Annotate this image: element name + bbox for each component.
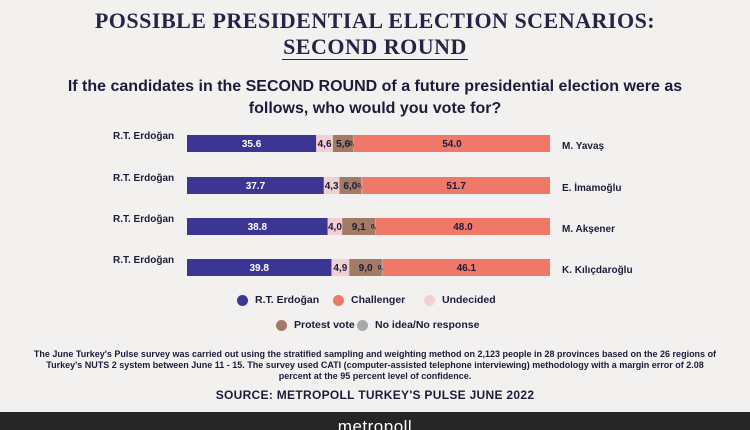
bar-segment-erdogan: [187, 218, 328, 235]
bar-segment-challenger: [353, 135, 550, 152]
bar-segment-no-idea: [361, 177, 363, 194]
data-label-protest: 9,0: [359, 263, 373, 274]
source-line: SOURCE: METROPOLL TURKEY'S PULSE JUNE 20…: [215, 388, 535, 402]
data-label-undecided: 4,0: [328, 222, 342, 233]
left-candidate-label: R.T. Erdoğan: [113, 214, 174, 225]
left-candidate-label: R.T. Erdoğan: [113, 131, 174, 142]
legend-label-erdogan: R.T. Erdoğan: [255, 294, 320, 306]
brand-logo-text: metropoll: [337, 417, 413, 430]
legend-dot-erdogan: [237, 294, 248, 306]
right-candidate-label: K. Kılıçdaroğlu: [562, 265, 633, 276]
data-label-challenger: 51.7: [446, 181, 466, 192]
legend-label-no-idea: No idea/No response: [375, 319, 480, 331]
legend-item-challenger: Challenger: [333, 294, 405, 306]
data-label-protest: 6,0: [343, 181, 357, 192]
data-label-undecided: 4,9: [333, 263, 347, 274]
bar-segment-undecided: [331, 259, 350, 276]
legend-item-undecided: Undecided: [424, 294, 496, 306]
chart-title-line1: POSSIBLE PRESIDENTIAL ELECTION SCENARIOS…: [94, 8, 656, 33]
bar-segment-challenger: [375, 218, 550, 235]
survey-question: If the candidates in the SECOND ROUND of…: [67, 78, 683, 117]
left-candidate-label: R.T. Erdoğan: [113, 255, 174, 266]
data-label-undecided: 4,6: [318, 139, 332, 150]
bar-segment-erdogan: [187, 259, 332, 276]
data-label-protest: 9,1: [352, 222, 366, 233]
bar-segment-no-idea: [381, 259, 383, 276]
data-label-protest: 5,6: [336, 139, 350, 150]
data-label-challenger: 46.1: [457, 263, 477, 274]
legend-dot-challenger: [333, 294, 344, 306]
right-candidate-label: M. Yavaş: [562, 141, 605, 152]
data-label-erdogan: 38.8: [248, 222, 268, 233]
bar-segment-protest: [342, 218, 376, 235]
legend-label-undecided: Undecided: [442, 294, 496, 306]
data-label-challenger: 48.0: [453, 222, 473, 233]
legend-dot-no-idea: [357, 319, 368, 331]
bar-segment-protest: [339, 177, 362, 194]
title-underline: [282, 59, 468, 60]
bar-segment-erdogan: [187, 135, 317, 152]
bar-segment-undecided: [316, 135, 333, 152]
footer-bar: metropoll: [0, 412, 750, 430]
left-candidate-label: R.T. Erdoğan: [113, 173, 174, 184]
bar-segment-undecided: [323, 177, 340, 194]
bar-segment-erdogan: [187, 177, 324, 194]
data-label-challenger: 54.0: [442, 139, 462, 150]
legend-item-protest: Protest vote: [276, 319, 355, 331]
legend-label-challenger: Challenger: [351, 294, 406, 306]
data-label-no-idea: 0,2: [349, 141, 358, 148]
data-label-erdogan: 35.6: [242, 139, 262, 150]
data-label-no-idea: 0,3: [357, 183, 366, 190]
legend-item-erdogan: R.T. Erdoğan: [237, 294, 319, 306]
legend-item-no-idea: No idea/No response: [357, 319, 479, 331]
data-label-no-idea: 0,2: [371, 224, 380, 231]
chart-title-line2: SECOND ROUND: [283, 34, 467, 59]
bar-segment-undecided: [327, 218, 343, 235]
bar-segment-no-idea: [375, 218, 376, 235]
right-candidate-label: M. Akşener: [562, 224, 615, 235]
bar-segment-no-idea: [353, 135, 354, 152]
data-label-erdogan: 37.7: [246, 181, 266, 192]
right-candidate-label: E. İmamoğlu: [562, 181, 621, 194]
bar-segment-protest: [349, 259, 382, 276]
bar-segment-protest: [332, 135, 354, 152]
legend-dot-protest: [276, 319, 287, 331]
data-label-no-idea: 0,2: [378, 265, 387, 272]
data-label-erdogan: 39.8: [250, 263, 270, 274]
legend-label-protest: Protest vote: [294, 319, 355, 331]
methodology-note: The June Turkey's Pulse survey was carri…: [33, 349, 717, 381]
data-label-undecided: 4,3: [325, 181, 339, 192]
bar-segment-challenger: [362, 177, 550, 194]
bar-segment-challenger: [382, 259, 550, 276]
legend-dot-undecided: [424, 294, 435, 306]
